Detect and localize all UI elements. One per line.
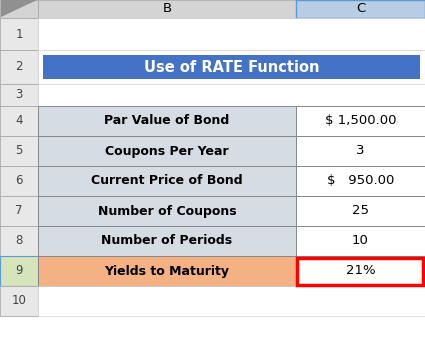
Text: B: B	[162, 2, 172, 16]
Bar	[38, 84, 425, 106]
Bar	[0, 18, 38, 50]
Text: 9: 9	[15, 264, 23, 277]
Text: $ 1,500.00: $ 1,500.00	[325, 115, 396, 127]
Bar	[38, 256, 296, 286]
Bar	[38, 196, 296, 226]
Text: 10: 10	[352, 235, 369, 247]
Text: $   950.00: $ 950.00	[327, 174, 394, 188]
Bar	[0, 256, 38, 286]
Text: C: C	[356, 2, 365, 16]
Bar	[38, 136, 296, 166]
Bar	[296, 0, 425, 18]
Bar	[0, 0, 38, 18]
Bar	[38, 106, 296, 136]
Bar	[38, 166, 296, 196]
Text: 3: 3	[15, 89, 23, 101]
Text: Number of Coupons: Number of Coupons	[98, 204, 236, 218]
Bar	[296, 226, 425, 256]
Bar	[0, 196, 38, 226]
Text: 7: 7	[15, 204, 23, 218]
Text: 10: 10	[11, 294, 26, 308]
Text: Yields to Maturity: Yields to Maturity	[105, 264, 230, 277]
Text: Number of Periods: Number of Periods	[102, 235, 232, 247]
Text: 5: 5	[15, 145, 23, 157]
Text: 21%: 21%	[346, 264, 375, 277]
Bar	[296, 166, 425, 196]
Bar	[0, 106, 38, 136]
Bar	[0, 84, 38, 106]
Bar	[296, 106, 425, 136]
Text: 3: 3	[356, 145, 365, 157]
Bar	[296, 256, 425, 286]
Text: 4: 4	[15, 115, 23, 127]
Bar	[38, 286, 425, 316]
Bar	[0, 50, 38, 84]
Bar	[0, 226, 38, 256]
Text: 6: 6	[15, 174, 23, 188]
Text: Current Price of Bond: Current Price of Bond	[91, 174, 243, 188]
Text: Use of RATE Function: Use of RATE Function	[144, 60, 319, 74]
Bar	[298, 257, 423, 284]
Text: 8: 8	[15, 235, 23, 247]
Polygon shape	[1, 0, 37, 17]
Bar	[0, 286, 38, 316]
Bar	[38, 226, 296, 256]
Text: 2: 2	[15, 61, 23, 73]
Text: 1: 1	[15, 27, 23, 40]
Bar	[38, 18, 425, 50]
Bar	[296, 136, 425, 166]
Bar	[38, 50, 425, 84]
Bar	[0, 136, 38, 166]
Bar	[38, 0, 296, 18]
Text: Coupons Per Year: Coupons Per Year	[105, 145, 229, 157]
Text: Par Value of Bond: Par Value of Bond	[105, 115, 230, 127]
Bar	[0, 166, 38, 196]
Text: 25: 25	[352, 204, 369, 218]
Bar	[43, 55, 420, 79]
Bar	[296, 196, 425, 226]
